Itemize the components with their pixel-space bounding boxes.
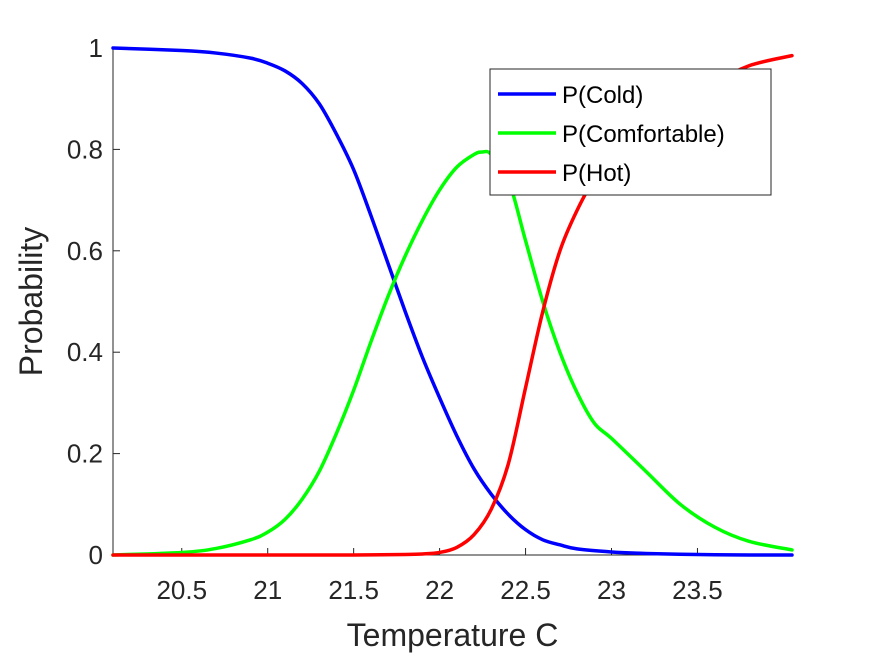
legend-label: P(Hot) [562, 160, 631, 187]
x-axis-title: Temperature C [347, 617, 559, 653]
y-tick-label: 0 [89, 540, 103, 570]
legend-label: P(Comfortable) [562, 121, 725, 148]
y-tick-label: 0.6 [67, 236, 103, 266]
x-tick-label: 22.5 [500, 575, 551, 605]
x-tick-label: 20.5 [156, 575, 207, 605]
x-tick-label: 21.5 [328, 575, 379, 605]
x-tick-label: 23 [597, 575, 626, 605]
y-tick-label: 0.2 [67, 439, 103, 469]
x-tick-label: 21 [253, 575, 282, 605]
y-axis-title: Probability [13, 227, 49, 376]
x-tick-label: 23.5 [672, 575, 723, 605]
series-line-1 [111, 46, 794, 557]
series-line-2 [111, 149, 794, 557]
y-tick-label: 0.4 [67, 337, 103, 367]
y-tick-label: 1 [89, 33, 103, 63]
y-tick-label: 0.8 [67, 134, 103, 164]
x-tick-label: 22 [425, 575, 454, 605]
legend: P(Cold) P(Comfortable) P(Hot) [489, 68, 772, 196]
tick-labels: 20.5 21 21.5 22 22.5 23 23.5 0 0.2 0.4 0.6 0.8 1 [67, 33, 723, 605]
legend-label: P(Cold) [562, 82, 643, 109]
